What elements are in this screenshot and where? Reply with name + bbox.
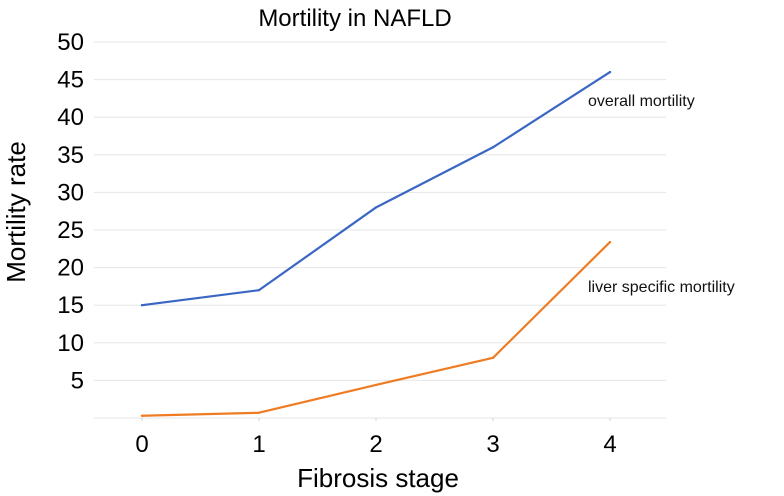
chart-title: Mortility in NAFLD (258, 5, 451, 32)
data-point (491, 356, 495, 360)
data-point (140, 414, 144, 417)
y-tick-label: 25 (57, 217, 84, 244)
y-axis-label: Mortility rate (1, 141, 31, 283)
y-tick-label: 40 (57, 104, 84, 131)
series-line-overall (141, 71, 611, 307)
gridlines (94, 41, 666, 419)
x-axis-label: Fibrosis stage (297, 463, 459, 493)
series-label: overall mortility (588, 93, 695, 110)
x-tick-label: 1 (252, 431, 265, 458)
series-label: liver specific mortility (588, 279, 735, 296)
y-tick-label: 50 (57, 29, 84, 56)
y-tick-label: 5 (71, 367, 84, 394)
y-tick-label: 45 (57, 67, 84, 94)
x-tick-label: 2 (369, 431, 382, 458)
x-tick-label: 3 (486, 431, 499, 458)
series-lines (140, 70, 612, 417)
y-tick-label: 30 (57, 179, 84, 206)
y-tick-label: 15 (57, 292, 84, 319)
data-point (257, 288, 261, 292)
x-tick-label: 4 (603, 431, 616, 458)
data-point (257, 411, 261, 414)
y-tick-label: 10 (57, 330, 84, 357)
data-point (374, 383, 378, 387)
y-axis-ticks: 5 10 15 20 25 30 35 40 45 50 (57, 29, 84, 394)
x-axis-ticks: 0 1 2 3 4 (135, 418, 617, 458)
series-labels: overall mortility liver specific mortilit… (588, 93, 735, 296)
x-tick-label: 0 (135, 431, 148, 458)
y-tick-label: 20 (57, 255, 84, 282)
y-tick-label: 35 (57, 142, 84, 169)
data-point (608, 240, 612, 244)
data-point (140, 304, 144, 307)
data-point (491, 146, 495, 149)
data-point (608, 70, 612, 74)
data-point (374, 206, 378, 209)
